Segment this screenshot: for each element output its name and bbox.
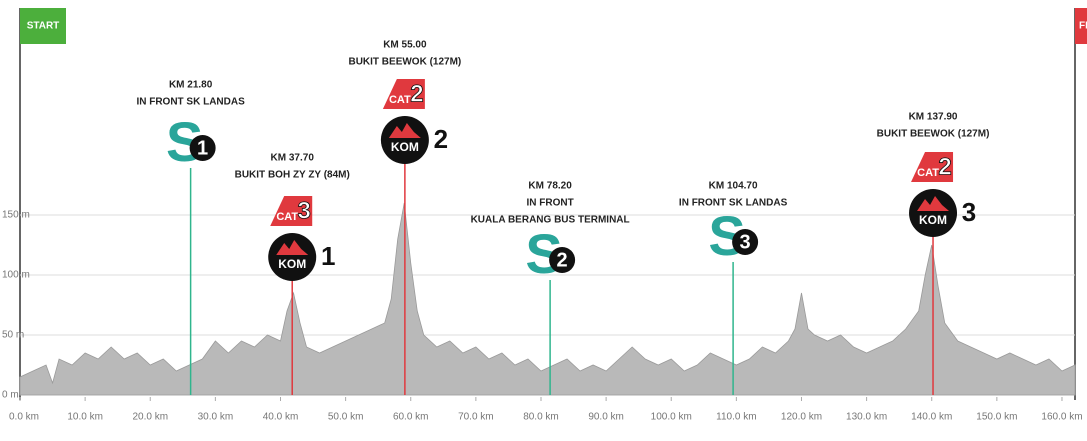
kom-circle [268, 233, 317, 281]
start-flag [20, 8, 66, 44]
y-tick-label: 150 m [2, 210, 30, 221]
cat-label: CAT [276, 211, 298, 223]
x-tick-label: 90.0 km [588, 412, 624, 423]
x-tick-label: 10.0 km [67, 412, 103, 423]
marker-label: BUKIT BOH ZY ZY (84M) [235, 170, 350, 181]
x-tick-label: 110.0 km [716, 412, 756, 423]
x-tick-label: 100.0 km [651, 412, 692, 423]
kom-circle [909, 189, 958, 237]
marker-label: IN FRONT SK LANDAS [136, 97, 245, 108]
marker-label: IN FRONT [526, 198, 573, 209]
cat-number: 2 [938, 153, 951, 180]
x-tick-label: 120.0 km [781, 412, 822, 423]
kom-label: KOM [919, 213, 947, 227]
marker-label: IN FRONT SK LANDAS [679, 198, 788, 209]
cat-badge [382, 79, 425, 109]
x-tick-label: 0.0 km [9, 412, 39, 423]
cat-badge [270, 196, 313, 226]
marker-label: KM 104.70 [709, 181, 758, 192]
x-tick-label: 20.0 km [132, 412, 168, 423]
kom-label: KOM [278, 257, 306, 271]
cat-label: CAT [917, 167, 939, 179]
marker-label: KM 137.90 [909, 112, 958, 123]
cat-number: 2 [410, 80, 423, 107]
cat-badge [911, 152, 954, 182]
start-label: START [27, 21, 60, 32]
y-tick-label: 0 m [2, 390, 19, 401]
x-tick-label: 140.0 km [911, 412, 952, 423]
finish-clip: FINISH [1075, 8, 1087, 44]
finish-flag [1075, 8, 1087, 44]
marker-label: BUKIT BEEWOK (127M) [348, 57, 461, 68]
marker-label: BUKIT BEEWOK (127M) [877, 129, 990, 140]
x-tick-label: 70.0 km [458, 412, 494, 423]
kom-mountain [917, 196, 950, 211]
kom-number: 1 [321, 241, 335, 271]
x-tick-label: 50.0 km [328, 412, 364, 423]
sprint-number: 3 [740, 231, 751, 253]
y-tick-label: 50 m [2, 330, 24, 341]
cat-number: 3 [298, 197, 311, 224]
marker-label: KM 55.00 [383, 40, 427, 51]
x-tick-label: 40.0 km [263, 412, 299, 423]
cat-label: CAT [389, 94, 411, 106]
marker-label: KM 21.80 [169, 80, 213, 91]
marker-label: KM 78.20 [528, 181, 572, 192]
kom-circle [380, 116, 429, 164]
x-tick-label: 130.0 km [846, 412, 887, 423]
kom-mountain [276, 240, 309, 255]
elevation-area [19, 202, 1076, 396]
sprint-circle [549, 247, 576, 273]
kom-label: KOM [391, 140, 419, 154]
x-tick-label: 30.0 km [198, 412, 234, 423]
finish-label: FINISH [1079, 21, 1087, 32]
x-tick-label: 60.0 km [393, 412, 429, 423]
kom-number: 2 [434, 124, 448, 154]
marker-label: KUALA BERANG BUS TERMINAL [471, 215, 630, 226]
kom-number: 3 [962, 197, 976, 227]
x-tick-label: 150.0 km [976, 412, 1017, 423]
y-tick-label: 100 m [2, 270, 30, 281]
kom-mountain [388, 123, 421, 138]
sprint-circle [189, 135, 216, 161]
sprint-number: 1 [197, 137, 208, 159]
marker-label: KM 37.70 [271, 153, 315, 164]
x-tick-label: 160.0 km [1041, 412, 1082, 423]
sprint-circle [732, 229, 759, 255]
sprint-number: 2 [557, 249, 568, 271]
x-tick-label: 80.0 km [523, 412, 559, 423]
